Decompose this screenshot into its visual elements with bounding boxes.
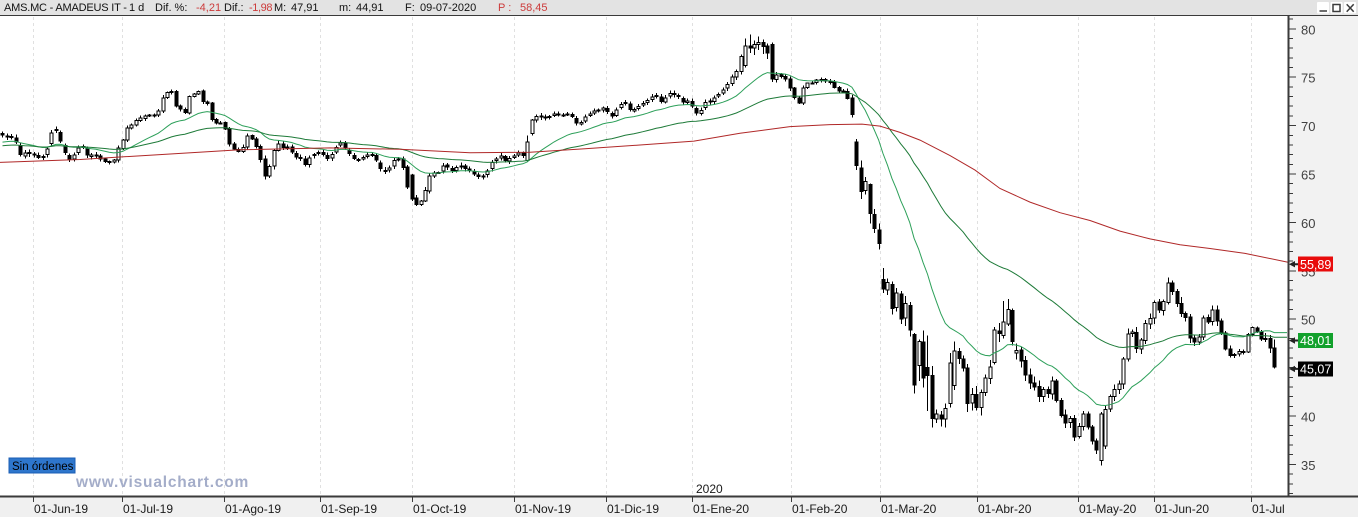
svg-text:01-Abr-20: 01-Abr-20 [978, 502, 1032, 516]
svg-text:40: 40 [1301, 410, 1315, 425]
svg-text:01-Mar-20: 01-Mar-20 [881, 502, 937, 516]
svg-text:45,07: 45,07 [1300, 363, 1331, 377]
svg-text:01-Feb-20: 01-Feb-20 [792, 502, 848, 516]
svg-text:48,01: 48,01 [1300, 334, 1331, 348]
svg-text:35: 35 [1301, 458, 1315, 473]
svg-text:60: 60 [1301, 216, 1315, 231]
svg-text:01-May-20: 01-May-20 [1079, 502, 1137, 516]
svg-text:01-Sep-19: 01-Sep-19 [321, 502, 377, 516]
svg-text:01-Jul-19: 01-Jul-19 [123, 502, 173, 516]
svg-text:55,89: 55,89 [1300, 258, 1331, 272]
svg-text:www.visualchart.com: www.visualchart.com [75, 474, 249, 491]
svg-text:01-Ago-19: 01-Ago-19 [225, 502, 281, 516]
svg-text:Sin órdenes: Sin órdenes [12, 461, 74, 473]
svg-text:01-Jun-20: 01-Jun-20 [1155, 502, 1209, 516]
svg-text:01-Dic-19: 01-Dic-19 [607, 502, 659, 516]
svg-text:80: 80 [1301, 22, 1315, 37]
svg-text:65: 65 [1301, 168, 1315, 183]
svg-text:50: 50 [1301, 313, 1315, 328]
svg-text:01-Oct-19: 01-Oct-19 [413, 502, 467, 516]
svg-text:01-Jun-19: 01-Jun-19 [34, 502, 88, 516]
svg-text:2020: 2020 [696, 482, 723, 496]
svg-text:70: 70 [1301, 119, 1315, 134]
svg-text:75: 75 [1301, 71, 1315, 86]
svg-text:01-Ene-20: 01-Ene-20 [693, 502, 749, 516]
svg-text:01-Jul: 01-Jul [1252, 502, 1285, 516]
svg-text:01-Nov-19: 01-Nov-19 [515, 502, 571, 516]
